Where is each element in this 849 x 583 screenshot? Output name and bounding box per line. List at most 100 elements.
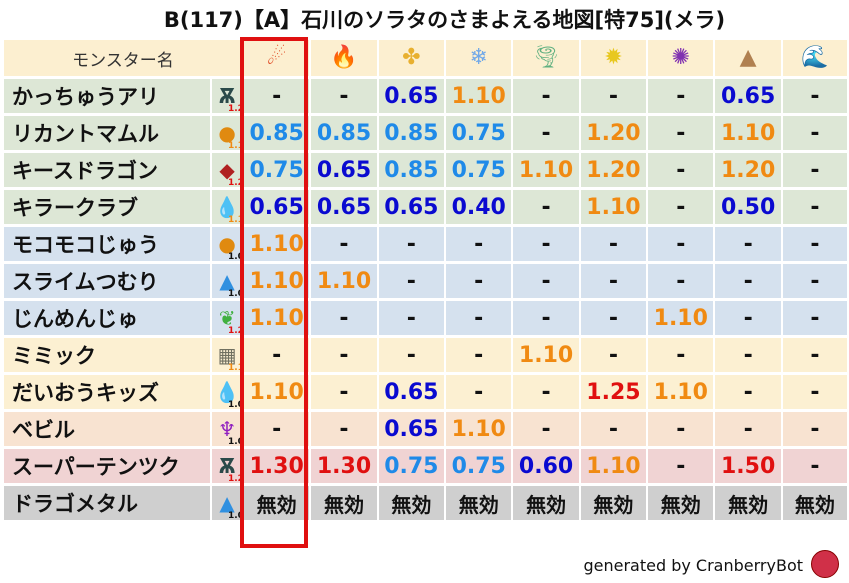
resistance-value: 無効 xyxy=(580,486,647,520)
resistance-value: - xyxy=(446,338,512,372)
water-wave-icon: 🌊 xyxy=(801,45,829,70)
multiplier: 1.0 xyxy=(228,437,244,447)
footer-credit: generated by CranberryBot xyxy=(583,556,803,575)
table-row: かっちゅうアリ Ѫ 1.2- -0.65 1.10- - -0.65- xyxy=(4,79,847,114)
monster-name: ベビル xyxy=(4,412,211,446)
slime-icon: ▲ xyxy=(219,268,235,293)
monster-type-cell: 💧 1.1 xyxy=(212,190,244,225)
table-row: ドラゴメタル ▲ 1.0 無効 無効 無効 無効 無効 無効 無効 無効 無効 xyxy=(4,486,847,521)
resistance-value: - xyxy=(446,301,512,335)
page-title: B(117)【A】石川のソラタのさまよえる地図[特75](メラ) xyxy=(163,8,726,32)
resistance-value: 1.10 xyxy=(648,375,714,409)
resistance-table: モンスター名 ☄ 🔥 ✤ ❄ 🌪 ✹ ✺ ▲ 🌊 かっちゅうアリ Ѫ 1.2- -0.65 1.10- - -0… xyxy=(2,37,849,523)
resistance-value: - xyxy=(513,264,579,298)
resistance-value: 無効 xyxy=(513,486,579,520)
table-row: スーパーテンツク Ѫ 1.2 1.30 1.30 0.75 0.75 0.60 1.10-1.5… xyxy=(4,449,847,484)
resistance-value: - xyxy=(513,116,579,150)
resistance-value: - xyxy=(311,301,377,335)
resistance-value: 0.85 xyxy=(378,153,445,187)
resistance-value: - xyxy=(580,301,647,335)
resistance-value: 1.10 xyxy=(648,301,714,335)
resistance-value: - xyxy=(782,79,847,113)
header-element: 🔥 xyxy=(311,40,377,76)
resistance-value: 1.10 xyxy=(715,116,781,150)
monster-name: ミミック xyxy=(4,338,211,372)
resistance-value: - xyxy=(513,412,579,446)
monster-type-cell: ♆ 1.0 xyxy=(212,412,244,447)
resistance-value: - xyxy=(782,227,847,261)
monster-name: スライムつむり xyxy=(4,264,211,298)
resistance-value: - xyxy=(446,264,512,298)
resistance-value: 0.85 xyxy=(378,116,445,150)
gira-flame-icon: 🔥 xyxy=(330,45,358,70)
resistance-value: 1.10 xyxy=(311,264,377,298)
resistance-value: - xyxy=(782,153,847,187)
resistance-value: 0.50 xyxy=(715,190,781,224)
resistance-value: 1.10 xyxy=(513,153,579,187)
monster-type-cell: Ѫ 1.2 xyxy=(212,449,244,484)
resistance-value: - xyxy=(378,264,445,298)
resistance-value: - xyxy=(648,227,714,261)
resistance-value: 0.65 xyxy=(378,79,445,113)
resistance-value: - xyxy=(782,338,847,372)
resistance-value: 1.10 xyxy=(446,79,512,113)
resistance-value: - xyxy=(311,375,377,409)
resistance-value: 0.75 xyxy=(243,153,310,187)
resistance-value: - xyxy=(715,264,781,298)
monster-name: リカントマムル xyxy=(4,116,211,150)
water-drop-icon: 💧 xyxy=(214,379,240,404)
resistance-value: - xyxy=(648,190,714,224)
resistance-value: - xyxy=(715,301,781,335)
table-row: キースドラゴン ◆ 1.2 0.75 0.65 0.85 0.75 1.10 1.20-1.20… xyxy=(4,153,847,188)
resistance-value: 1.50 xyxy=(715,449,781,483)
resistance-value: - xyxy=(580,79,647,113)
beast-paw-icon: ● xyxy=(218,231,236,256)
resistance-value: 1.10 xyxy=(243,375,310,409)
bagi-tornado-icon: 🌪 xyxy=(532,45,561,70)
header-element: ☄ xyxy=(243,40,310,76)
table-row: モコモコじゅう ● 1.0 1.10- - - - - - - - xyxy=(4,227,847,262)
multiplier: 1.0 xyxy=(228,400,244,410)
resistance-value: 0.75 xyxy=(378,449,445,483)
resistance-value: - xyxy=(513,227,579,261)
table-row: じんめんじゅ ❦ 1.2 1.10- - - - -1.10- - xyxy=(4,301,847,336)
resistance-value: - xyxy=(311,338,377,372)
resistance-value: - xyxy=(782,375,847,409)
resistance-value: 無効 xyxy=(243,486,310,520)
resistance-value: 1.25 xyxy=(580,375,647,409)
selected-column-highlight xyxy=(240,37,308,548)
resistance-value: - xyxy=(648,338,714,372)
leaf-icon: ❦ xyxy=(218,305,236,330)
table-row: リカントマムル ● 1.1 0.85 0.85 0.85 0.75-1.20-1.10- xyxy=(4,116,847,151)
resistance-value: - xyxy=(580,412,647,446)
resistance-value: - xyxy=(715,227,781,261)
resistance-value: 0.40 xyxy=(446,190,512,224)
resistance-value: - xyxy=(782,412,847,446)
resistance-value: 1.10 xyxy=(243,227,310,261)
resistance-value: 1.20 xyxy=(580,153,647,187)
resistance-value: 0.75 xyxy=(446,449,512,483)
monster-name: ドラゴメタル xyxy=(4,486,211,520)
resistance-value: - xyxy=(648,79,714,113)
resistance-value: - xyxy=(243,412,310,446)
resistance-value: - xyxy=(715,338,781,372)
monster-name: だいおうキッズ xyxy=(4,375,211,409)
multiplier: 1.2 xyxy=(228,326,244,336)
resistance-value: - xyxy=(715,375,781,409)
resistance-value: 1.30 xyxy=(311,449,377,483)
resistance-value: 無効 xyxy=(446,486,512,520)
monster-name: じんめんじゅ xyxy=(4,301,211,335)
resistance-value: 1.20 xyxy=(715,153,781,187)
header-element: ✺ xyxy=(648,40,714,76)
resistance-value: - xyxy=(580,338,647,372)
header-element: ❄ xyxy=(446,40,512,76)
resistance-value: 1.10 xyxy=(243,301,310,335)
devil-trident-icon: ♆ xyxy=(218,416,237,441)
monster-type-cell: ▲ 1.0 xyxy=(212,264,244,299)
resistance-value: 0.65 xyxy=(311,153,377,187)
resistance-value: - xyxy=(513,190,579,224)
jibaria-rock-icon: ▲ xyxy=(739,45,757,70)
resistance-value: 0.65 xyxy=(378,190,445,224)
table-row: キラークラブ 💧 1.1 0.65 0.65 0.65 0.40-1.10-0.50- xyxy=(4,190,847,225)
resistance-value: - xyxy=(311,412,377,446)
